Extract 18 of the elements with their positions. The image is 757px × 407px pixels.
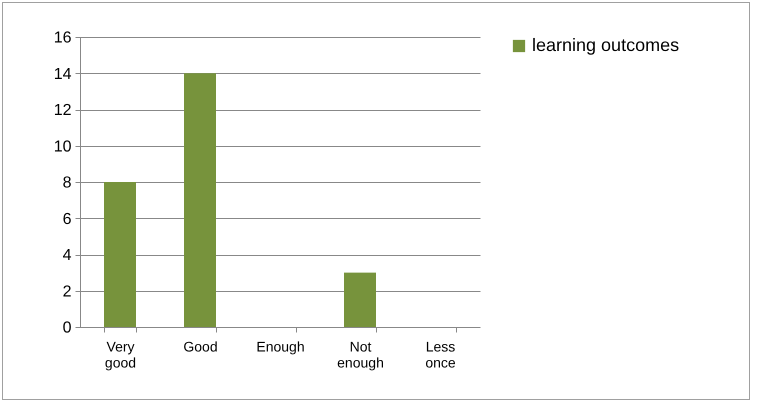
x-tick-label: Good: [183, 338, 218, 354]
bar: [344, 272, 376, 327]
y-tick-label: 2: [62, 283, 72, 300]
y-tick-label: 4: [62, 247, 72, 264]
x-tick-label: Not enough: [337, 338, 384, 370]
y-tick-label: 10: [54, 138, 72, 156]
bar: [184, 73, 216, 327]
y-tick-label: 14: [54, 66, 72, 83]
x-tick-label: Enough: [256, 338, 305, 354]
y-tick-label: 0: [62, 320, 72, 336]
y-tick-label: 16: [54, 30, 72, 46]
x-tick-label: Less once: [425, 338, 456, 370]
y-tick-label: 12: [54, 102, 72, 119]
legend-label: learning outcomes: [532, 35, 680, 55]
y-tick-label: 8: [62, 174, 72, 192]
x-tick-label: Very good: [104, 338, 136, 370]
y-tick-label: 6: [62, 210, 72, 228]
bar: [104, 182, 136, 327]
